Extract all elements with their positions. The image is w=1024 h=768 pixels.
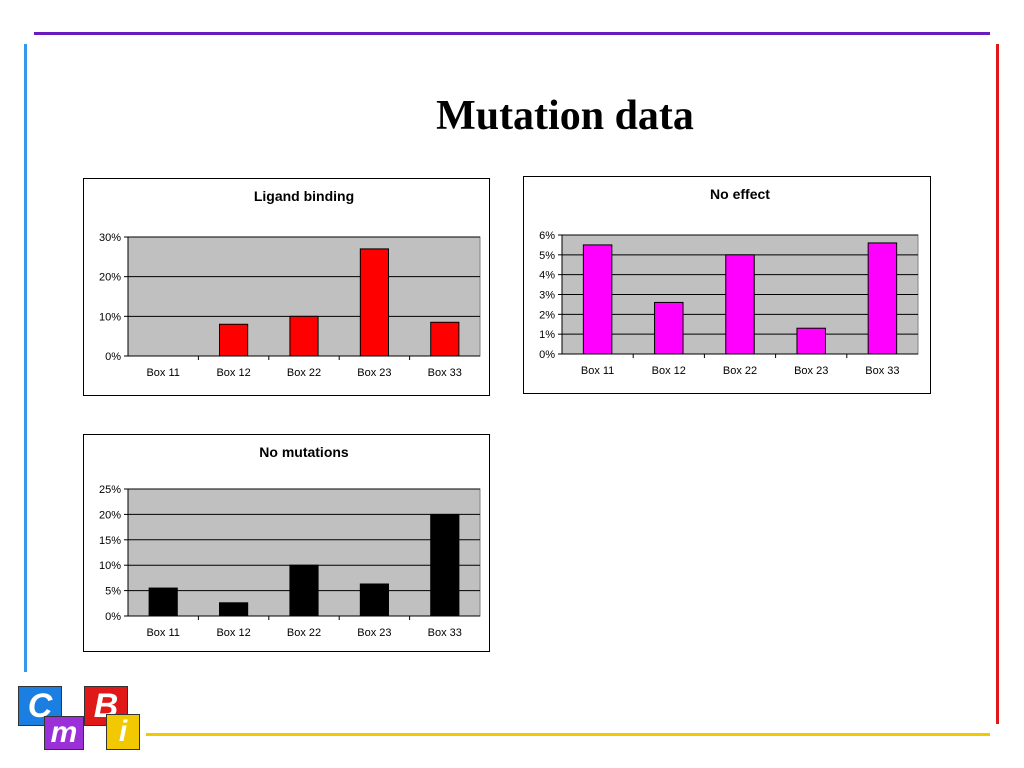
bar [148,587,178,617]
bar [725,254,755,355]
y-tick-label: 3% [539,290,555,302]
chart-title: No mutations [259,444,349,460]
y-tick-label: 15% [99,535,121,547]
x-tick-label: Box 22 [287,367,321,379]
x-tick-label: Box 11 [146,367,179,379]
chart-svg: No effect 0% 1% 2% 3% 4% 5% 6% Box 11 Box 12 Box 2… [539,186,919,377]
y-tick-label: 0% [105,611,121,623]
x-tick-label: Box 12 [652,365,686,377]
y-tick-label: 10% [99,560,121,572]
y-tick-label: 4% [539,270,555,282]
y-tick-label: 30% [99,232,121,244]
x-tick-label: Box 23 [794,365,828,377]
chart-ligand-binding: Ligand binding 0% 10% 20% 30% Box 11 Box 12 Box… [83,178,490,396]
y-tick-label: 25% [99,484,121,496]
x-tick-label: Box 22 [287,627,321,639]
x-tick-label: Box 23 [357,627,391,639]
bar [289,564,319,617]
y-tick-label: 0% [539,349,555,361]
y-tick-label: 5% [105,586,121,598]
x-tick-label: Box 33 [865,365,899,377]
chart-svg: Ligand binding 0% 10% 20% 30% Box 11 Box 12 Box… [99,188,481,379]
chart-svg: No mutations 0% 5% 10% 15% 20% 25% Box 11 Box 12… [99,444,481,639]
bottom-rule [146,733,990,736]
chart-no-effect: No effect 0% 1% 2% 3% 4% 5% 6% Box 11 Box 12 Box 2… [523,176,931,394]
y-tick-label: 10% [99,311,121,323]
x-tick-label: Box 11 [581,365,614,377]
x-tick-label: Box 12 [216,627,250,639]
chart-title: No effect [710,186,770,202]
logo-tile: i [106,714,140,750]
top-rule [34,32,990,35]
right-rule [996,44,999,724]
slide-title: Mutation data [436,93,694,139]
x-tick-label: Box 22 [723,365,757,377]
x-tick-label: Box 33 [428,367,462,379]
bar [219,323,249,357]
x-tick-label: Box 11 [146,627,179,639]
bar [796,327,826,355]
chart-title: Ligand binding [254,188,354,204]
bar [430,321,460,357]
bar [219,602,249,617]
bar [582,244,613,355]
x-tick-label: Box 33 [428,627,462,639]
y-tick-label: 2% [539,309,555,321]
x-tick-label: Box 12 [216,367,250,379]
bar [654,301,684,355]
y-tick-label: 20% [99,509,121,521]
chart-no-mutations: No mutations 0% 5% 10% 15% 20% 25% Box 11 Box 12… [83,434,490,652]
y-tick-label: 5% [539,250,555,262]
bar [359,583,389,617]
bar [359,248,389,357]
bar [867,242,898,355]
cmbi-logo: C m B i [18,686,144,750]
logo-tile: m [44,716,84,750]
y-tick-label: 1% [539,329,555,341]
y-tick-label: 0% [105,351,121,363]
y-tick-label: 20% [99,272,121,284]
y-tick-label: 6% [539,230,555,242]
x-tick-label: Box 23 [357,367,391,379]
bar [430,513,460,617]
left-rule [24,44,27,672]
bar [289,315,319,357]
